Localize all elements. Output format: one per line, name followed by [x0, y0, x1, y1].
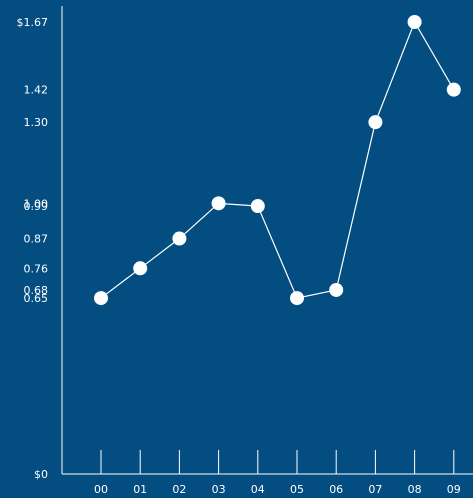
y-axis-labels: $0 0.650.68 0.76 0.87 0.991.00 1.30 1.42 $1.67 — [17, 16, 49, 481]
axes — [61, 6, 473, 475]
x-tick-label: 03 — [212, 483, 226, 496]
data-point — [94, 291, 108, 306]
data-point — [290, 291, 304, 306]
y-tick-label: 0.76 — [24, 262, 49, 275]
series-group — [94, 15, 461, 306]
x-tick-label: 05 — [290, 483, 304, 496]
data-point — [133, 261, 148, 276]
y-tick-label: $0 — [34, 468, 48, 481]
x-tick-label: 06 — [329, 483, 343, 496]
data-point — [172, 231, 187, 246]
y-tick-label: 0.99 — [24, 200, 49, 213]
data-point — [329, 282, 344, 297]
y-tick-label: 1.00 — [24, 197, 49, 210]
data-point — [407, 15, 422, 29]
y-tick-label: $1.67 — [17, 16, 49, 29]
x-tick-label: 01 — [133, 483, 147, 496]
x-tick-label: 08 — [408, 483, 422, 496]
y-tick-label: 0.65 — [24, 292, 49, 305]
x-tick-label: 09 — [447, 483, 461, 496]
x-axis-ticks — [100, 450, 455, 474]
data-point — [211, 196, 226, 211]
x-tick-label: 07 — [368, 483, 382, 496]
y-tick-label: 1.42 — [24, 84, 49, 97]
x-tick-label: 00 — [94, 483, 108, 496]
data-point — [250, 199, 265, 214]
y-tick-label: 1.30 — [24, 116, 49, 129]
series-line — [100, 20, 455, 299]
x-tick-label: 02 — [172, 483, 186, 496]
x-axis-labels: 00 01 02 03 04 05 06 07 08 09 — [94, 483, 461, 496]
x-tick-label: 04 — [251, 483, 265, 496]
data-point — [446, 82, 461, 97]
y-tick-label: 0.87 — [24, 233, 49, 246]
data-point — [368, 115, 383, 130]
y-tick-label: 0.68 — [24, 284, 49, 297]
